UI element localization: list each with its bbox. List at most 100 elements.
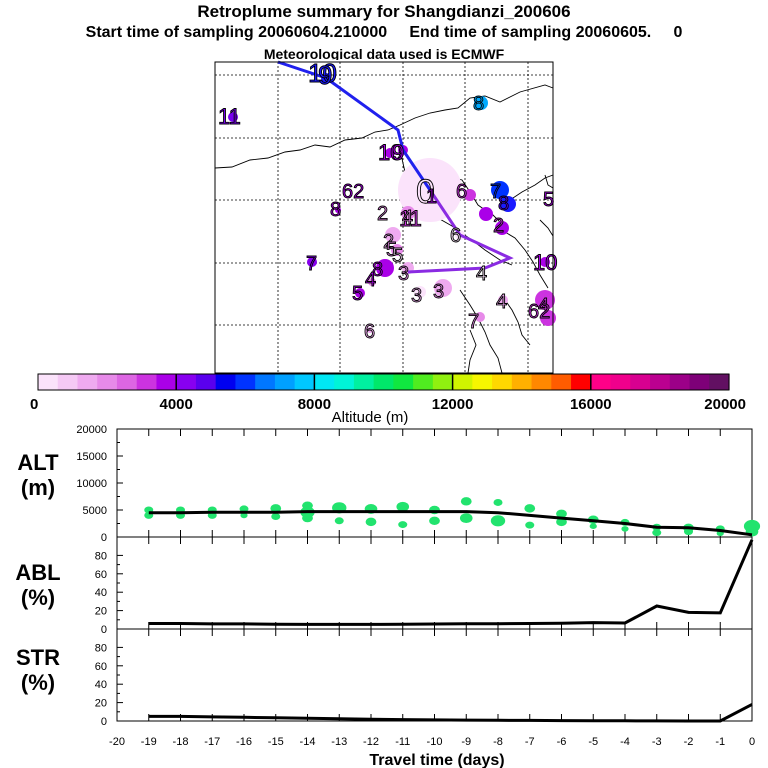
- panel-unit-str: (%): [21, 670, 55, 695]
- altitude-scatter-point: [365, 517, 377, 527]
- colorbar-tick-label: 16000: [570, 396, 612, 413]
- colorbar-segment: [334, 374, 355, 390]
- plume-circle: [495, 221, 509, 235]
- map-time-label: 4: [402, 207, 413, 229]
- plume-circle: [474, 96, 488, 110]
- altitude-scatter-point: [556, 509, 567, 518]
- y-tick-label: 60: [95, 569, 107, 581]
- map-time-label: 7: [468, 311, 479, 333]
- colorbar-segment: [630, 374, 651, 390]
- y-tick-label: 80: [95, 642, 107, 654]
- title-line-1: Retroplume summary for Shangdianzi_20060…: [197, 2, 571, 21]
- map-time-label: 7: [306, 253, 317, 275]
- colorbar-segment: [116, 374, 138, 390]
- plume-circle: [535, 290, 555, 310]
- y-tick-label: 40: [95, 679, 107, 691]
- map-background: [215, 62, 553, 373]
- x-tick-label: -13: [331, 736, 347, 748]
- y-tick-label: 20: [95, 698, 107, 710]
- plume-circle: [368, 278, 376, 286]
- x-tick-label: -19: [141, 736, 157, 748]
- colorbar-segment: [274, 374, 296, 390]
- colorbar-segment: [669, 374, 691, 390]
- altitude-scatter-point: [459, 513, 473, 523]
- map-time-label: 5: [352, 283, 363, 305]
- y-tick-label: 0: [101, 624, 107, 636]
- plume-circle: [491, 181, 509, 199]
- map-time-label: 2: [493, 215, 504, 237]
- altitude-scatter-point: [524, 504, 536, 513]
- colorbar-segment: [314, 374, 335, 390]
- altitude-scatter-point: [398, 521, 408, 529]
- panel-unit-abl: (%): [21, 585, 55, 610]
- colorbar-segment: [353, 374, 375, 390]
- x-axis: -20 -19 -18 -17 -16 -15 -14 -13 -12 -11 -10 -9 -8 -7-…: [109, 736, 755, 768]
- plume-circle: [540, 257, 550, 267]
- map-time-label: 6: [450, 225, 461, 247]
- altitude-scatter-point: [652, 529, 662, 537]
- map-time-label: 4: [538, 295, 549, 317]
- panel-label-alt: ALT: [17, 450, 59, 475]
- altitude-scatter-point: [589, 523, 597, 529]
- plume-circle: [401, 206, 415, 220]
- colorbar-segment: [709, 374, 730, 390]
- colorbar-segment: [38, 374, 59, 390]
- series-line-alt: [148, 510, 753, 537]
- plume-circle: [434, 279, 452, 297]
- panel-label-abl: ABL: [15, 560, 60, 585]
- plume-circle: [367, 327, 373, 333]
- series-line-abl: [148, 539, 754, 626]
- colorbar-segment: [472, 374, 493, 390]
- colorbar-segment: [511, 374, 533, 390]
- map-plume-circles: [228, 73, 556, 333]
- colorbar-segment: [610, 374, 631, 390]
- colorbar-segment: [413, 374, 434, 390]
- altitude-scatter-point: [396, 501, 410, 512]
- plume-circle: [385, 227, 401, 243]
- plume-circle: [307, 257, 317, 267]
- altitude-scatter-point: [302, 513, 313, 523]
- map-time-label: 7: [490, 181, 501, 203]
- colorbar-segment: [294, 374, 315, 390]
- x-tick-label: -11: [395, 736, 410, 748]
- map-time-label: 8: [473, 93, 484, 115]
- altitude-scatter-point: [239, 505, 249, 513]
- colorbar-tick-label: 12000: [432, 396, 474, 413]
- title-line-2: Start time of sampling 20060604.210000 E…: [85, 24, 683, 41]
- map-time-label: 5: [386, 239, 397, 261]
- backward-track-a: [277, 60, 432, 191]
- map-time-label: 8: [330, 199, 341, 221]
- panel-str: 0 20 40 60 80 STR(%): [16, 628, 753, 728]
- map-time-label: 4: [365, 269, 376, 291]
- map-time-label: 5: [543, 189, 554, 211]
- colorbar-segment: [57, 374, 79, 390]
- x-axis-title: Travel time (days): [369, 752, 504, 768]
- x-tick-label: -18: [173, 736, 189, 748]
- map-time-label: 8: [498, 193, 509, 215]
- colorbar-segment: [156, 374, 177, 390]
- plume-circle: [464, 189, 476, 201]
- colorbar-segment: [373, 374, 394, 390]
- altitude-scatter-point: [240, 512, 248, 519]
- map-time-label: 4: [476, 263, 487, 285]
- x-tick-label: 0: [749, 736, 755, 748]
- x-tick-label: -12: [363, 736, 379, 748]
- map-time-label: 11: [399, 206, 422, 231]
- map-time-label: 10: [308, 58, 337, 88]
- colorbar-segment: [255, 374, 276, 390]
- map-time-label: 10: [533, 250, 557, 275]
- colorbar-title: Altitude (m): [332, 409, 409, 426]
- panel-abl: 0 20 40 60 80 ABL(%): [15, 536, 754, 636]
- y-tick-label: 15000: [76, 451, 107, 463]
- colorbar-segment: [215, 374, 237, 390]
- altitude-scatter-point: [271, 512, 281, 520]
- panel-label-str: STR: [16, 645, 60, 670]
- y-tick-label: 20: [95, 606, 107, 618]
- colorbar-tick-label: 0: [30, 396, 38, 413]
- colorbar-segment: [590, 374, 612, 390]
- altitude-scatter-point: [490, 515, 506, 527]
- colorbar-segment: [531, 374, 552, 390]
